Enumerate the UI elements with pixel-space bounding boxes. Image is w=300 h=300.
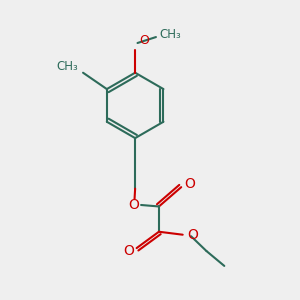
Text: O: O [184,177,195,191]
Text: CH₃: CH₃ [57,60,79,73]
Text: O: O [140,34,149,47]
Text: CH₃: CH₃ [159,28,181,40]
Text: O: O [128,198,139,212]
Text: O: O [123,244,134,258]
Text: O: O [187,228,198,242]
